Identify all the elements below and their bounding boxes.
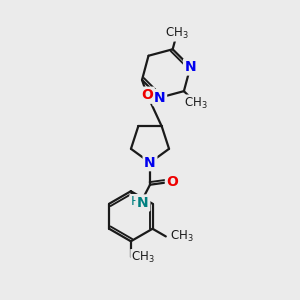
Text: CH$_3$: CH$_3$ [184,95,208,111]
Text: N: N [144,156,156,170]
Text: N: N [154,91,166,105]
Text: O: O [167,176,178,189]
Text: CH$_3$: CH$_3$ [131,250,154,265]
Text: N: N [184,60,196,74]
Text: CH$_3$: CH$_3$ [170,229,194,244]
Text: CH$_3$: CH$_3$ [165,26,189,40]
Text: H: H [130,195,140,208]
Text: O: O [141,88,153,102]
Text: N: N [137,196,149,210]
